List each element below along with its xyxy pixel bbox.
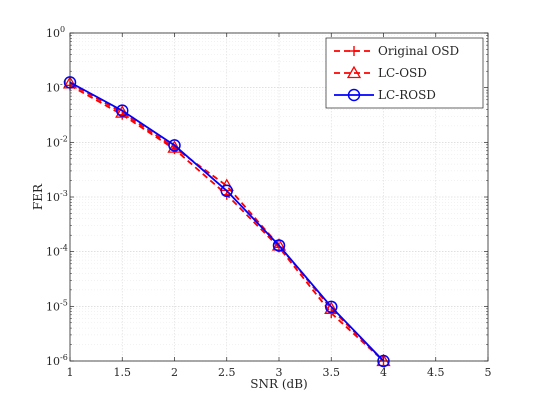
x-tick-label: 2 <box>171 366 178 379</box>
x-tick-label: 4.5 <box>427 366 445 379</box>
series-3-point <box>116 104 129 117</box>
x-axis-label: SNR (dB) <box>250 377 307 391</box>
x-tick-label: 3.5 <box>323 366 341 379</box>
y-axis-label: FER <box>31 183 45 210</box>
series-3-point <box>325 300 338 314</box>
y-tick-label: 100 <box>46 25 65 40</box>
y-tick-label: 10-4 <box>46 244 68 259</box>
y-tick-labels: 100 10-1 10-2 10-3 10-4 10-5 10-6 <box>46 25 68 368</box>
x-tick-label: 1.5 <box>114 366 132 379</box>
legend-marker-1 <box>349 46 359 56</box>
x-tick-label: 3 <box>276 366 283 379</box>
legend-marker-2 <box>346 65 362 79</box>
x-tick-label: 4 <box>380 366 387 379</box>
y-tick-label: 10-3 <box>46 189 68 204</box>
legend-marker-3 <box>347 88 361 102</box>
series-2-point <box>271 238 287 251</box>
ticks <box>69 32 489 362</box>
series-2-point <box>376 353 391 367</box>
series-line-3 <box>69 81 385 362</box>
series-2-point <box>324 301 339 314</box>
y-tick-label: 10-2 <box>46 134 68 149</box>
x-tick-label: 1 <box>67 366 74 379</box>
series-3-point <box>220 184 233 198</box>
y-tick-label: 10-5 <box>46 298 68 313</box>
legend-label-3: LC-ROSD <box>378 88 436 102</box>
legend-label-1: Original OSD <box>378 44 459 58</box>
legend-label-2: LC-OSD <box>378 66 427 80</box>
series-3-point <box>168 139 181 152</box>
legend-box <box>325 37 484 109</box>
x-tick-labels: 1 1.5 2 2.5 3 3.5 4 4.5 5 <box>67 366 492 379</box>
y-tick-label: 10-1 <box>46 80 68 95</box>
x-tick-label: 2.5 <box>218 366 236 379</box>
series-3-point <box>272 239 286 252</box>
legend: Original OSD LC-OSD LC-ROSD <box>325 37 484 109</box>
x-tick-label: 5 <box>485 366 492 379</box>
y-tick-label: 10-6 <box>46 353 68 368</box>
